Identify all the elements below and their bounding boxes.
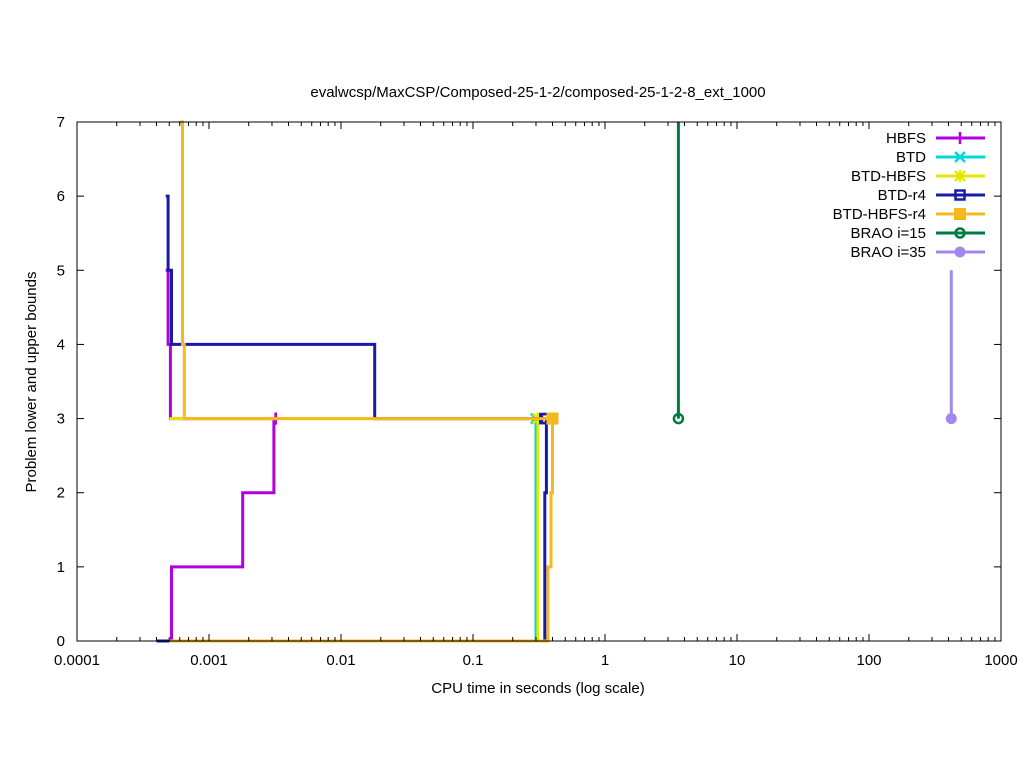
x-tick-label: 1000 [984, 652, 1017, 669]
legend-item-hbfs-label: HBFS [886, 130, 926, 147]
x-tick-label: 0.001 [190, 652, 228, 669]
legend-item-brao-i-15: BRAO i=15 [851, 225, 985, 242]
series-btd-r4-lower-line [156, 418, 548, 643]
x-tick-label: 1 [601, 652, 609, 669]
legend-item-brao-i-15-label: BRAO i=15 [851, 225, 926, 242]
y-tick-label: 3 [57, 411, 65, 428]
chart-title: evalwcsp/MaxCSP/Composed-25-1-2/composed… [310, 84, 765, 101]
legend-item-hbfs: HBFS [886, 130, 985, 147]
y-tick-label: 2 [57, 485, 65, 502]
legend-item-btd-hbfs-marker [954, 170, 966, 182]
legend: HBFS BTD BTD-HBFS BTD-r4 BTD-HBFS-r4 BRAO i=1… [833, 130, 985, 261]
series-btd-hbfs-r4-upper-end-marker-shape [546, 412, 559, 425]
x-tick-label: 100 [856, 652, 881, 669]
legend-item-btd: BTD [896, 149, 985, 166]
series-btd [530, 412, 542, 641]
legend-item-btd-r4-marker-shape [954, 189, 966, 201]
legend-item-btd-label: BTD [896, 149, 926, 166]
legend-item-btd-marker-stroke [954, 151, 966, 163]
legend-item-btd-r4-label: BTD-r4 [878, 187, 926, 204]
y-tick-label: 7 [57, 114, 65, 131]
series-btd-r4-upper-line [165, 194, 545, 421]
series-brao-i-15 [672, 122, 685, 425]
legend-item-btd-r4-marker [954, 189, 966, 201]
y-axis-label: Problem lower and upper bounds [23, 272, 40, 493]
y-tick-label: 4 [57, 336, 65, 353]
series-btd-hbfs-r4 [169, 120, 559, 643]
y-tick-label: 0 [57, 633, 65, 650]
x-axis-label: CPU time in seconds (log scale) [431, 680, 644, 697]
legend-item-btd-hbfs-r4-marker-shape [954, 208, 966, 220]
series-hbfs-lower-line [170, 417, 276, 643]
series-brao-i-35-upper-end-marker [945, 413, 957, 425]
legend-item-btd-marker [954, 151, 966, 163]
legend-item-btd-hbfs-r4: BTD-HBFS-r4 [833, 206, 985, 223]
legend-item-btd-hbfs-r4-marker [954, 208, 966, 220]
series-btd-hbfs [169, 412, 544, 641]
y-tick-label: 1 [57, 559, 65, 576]
series-brao-i-15-upper-end-marker [672, 412, 685, 425]
plot-marks [156, 120, 957, 643]
legend-item-btd-r4: BTD-r4 [878, 187, 985, 204]
x-tick-label: 0.0001 [54, 652, 100, 669]
series-btd-hbfs-r4-upper-line [179, 120, 553, 421]
legend-item-brao-i-15-marker-shape [954, 227, 966, 239]
series-btd-hbfs-r4-upper-end-marker [546, 412, 559, 425]
axis-ticks: 0.0001 0.001 0.01 0.1 1 10 100 1000 0 1 2 3 4 5 6 7 [54, 114, 1018, 669]
legend-item-brao-i-35: BRAO i=35 [851, 244, 985, 261]
legend-item-hbfs-marker [954, 132, 966, 144]
series-brao-i-15-upper-end-marker-shape [672, 412, 685, 425]
legend-item-brao-i-15-marker [954, 227, 966, 239]
x-tick-label: 0.1 [463, 652, 484, 669]
series-btd-hbfs-r4-lower-line [169, 418, 554, 643]
x-tick-label: 10 [729, 652, 746, 669]
series-brao-i-35-upper-end-marker-shape [945, 413, 957, 425]
legend-item-btd-hbfs-label: BTD-HBFS [851, 168, 926, 185]
legend-item-brao-i-35-marker [954, 246, 966, 258]
y-tick-label: 6 [57, 188, 65, 205]
plot-frame [76, 121, 1002, 642]
legend-item-brao-i-35-marker-shape [954, 246, 966, 258]
legend-item-brao-i-35-label: BRAO i=35 [851, 244, 926, 261]
legend-item-btd-hbfs-r4-label: BTD-HBFS-r4 [833, 206, 926, 223]
series-brao-i-35 [945, 270, 957, 425]
y-tick-label: 5 [57, 262, 65, 279]
x-tick-label: 0.01 [326, 652, 355, 669]
legend-item-btd-hbfs: BTD-HBFS [851, 168, 985, 185]
